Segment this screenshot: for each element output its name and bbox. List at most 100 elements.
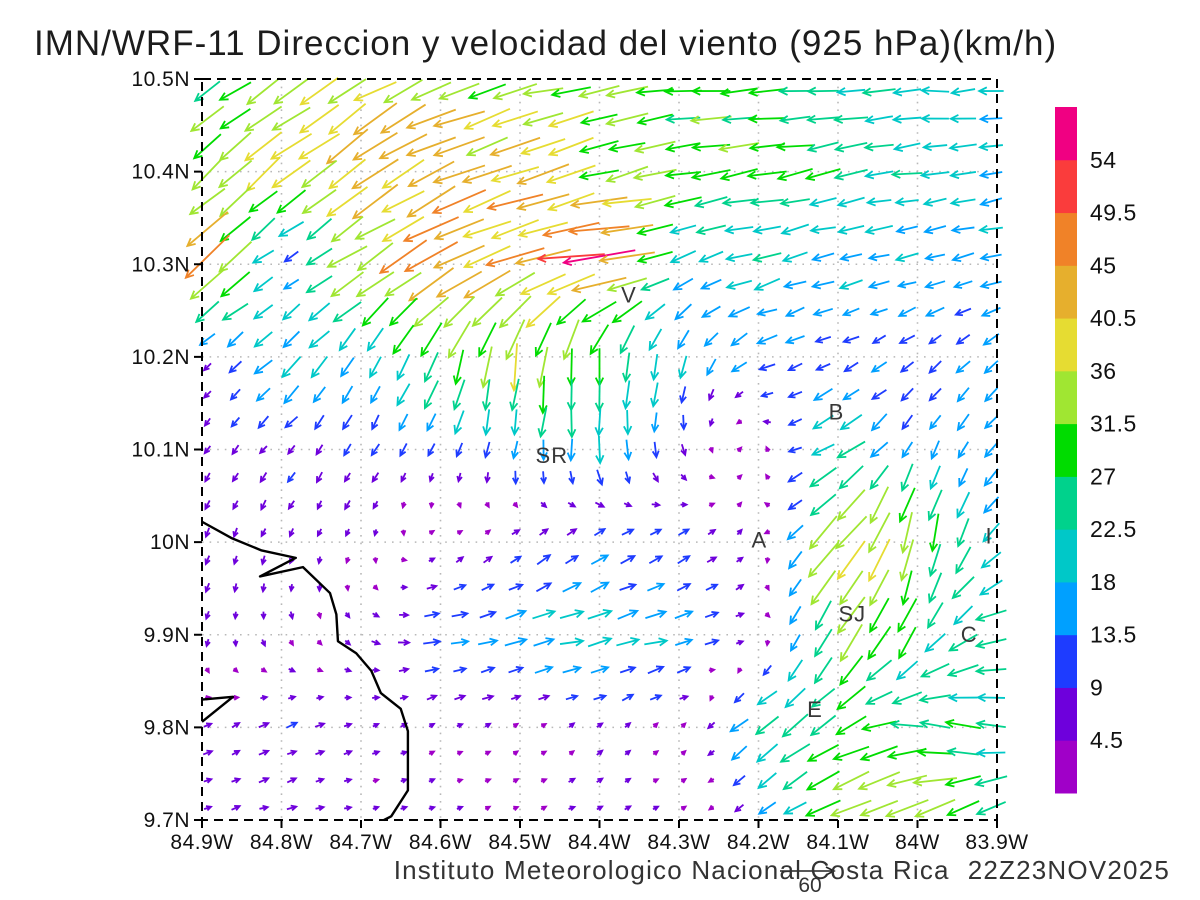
wind-arrow-head	[578, 145, 590, 154]
wind-arrow	[976, 609, 1007, 621]
wind-arrow	[220, 108, 251, 130]
wind-arrow-head	[781, 253, 792, 263]
wind-arrow-head	[730, 364, 740, 373]
wind-arrow	[788, 362, 803, 371]
wind-arrow-head	[955, 564, 964, 575]
wind-arrow	[837, 88, 866, 94]
wind-arrow-head	[545, 175, 557, 184]
wind-arrow-head	[306, 230, 317, 241]
wind-arrow-head	[462, 204, 474, 214]
wind-arrow	[899, 334, 916, 344]
wind-arrow-head	[867, 650, 877, 661]
wind-arrow-head	[297, 150, 309, 160]
colorbar-label: 4.5	[1090, 727, 1123, 753]
wind-arrow-head	[396, 370, 405, 382]
wind-arrow-head	[456, 475, 463, 484]
wind-arrow-head	[787, 446, 796, 454]
wind-arrow-head	[867, 280, 878, 290]
wind-arrow	[896, 252, 919, 261]
wind-arrow	[680, 386, 687, 403]
wind-arrow-head	[276, 204, 287, 214]
wind-arrow	[333, 301, 362, 323]
wind-arrow-head	[305, 256, 316, 266]
wind-arrow	[492, 110, 539, 127]
wind-arrow	[299, 104, 340, 134]
wind-arrow	[414, 296, 450, 327]
wind-arrow-head	[628, 582, 638, 591]
wind-arrow-head	[569, 199, 581, 209]
wind-arrow-head	[708, 420, 715, 428]
wind-arrow	[947, 800, 980, 816]
wind-arrow	[432, 189, 487, 214]
wind-arrow-head	[809, 225, 820, 235]
wind-arrow-head	[978, 586, 990, 596]
wind-arrow-head	[316, 612, 323, 620]
wind-arrow-head	[202, 392, 210, 400]
wind-arrow-head	[234, 777, 242, 784]
wind-arrow-head	[684, 637, 694, 646]
wind-arrow-head	[488, 610, 498, 618]
wind-arrow-head	[690, 86, 701, 96]
wind-arrow	[783, 251, 808, 262]
wind-arrow-head	[895, 670, 906, 681]
wind-arrow	[227, 331, 244, 348]
wind-arrow-head	[219, 288, 230, 298]
wind-arrow-head	[983, 420, 993, 430]
wind-arrow-head	[950, 224, 961, 234]
wind-arrow-head	[543, 582, 553, 590]
wind-arrow	[869, 465, 889, 490]
wind-arrow	[952, 576, 975, 599]
wind-arrow-head	[658, 637, 669, 647]
wind-arrow	[219, 131, 252, 161]
wind-arrow-head	[400, 502, 407, 510]
colorbar-label: 45	[1090, 252, 1117, 278]
wind-arrow	[355, 218, 396, 240]
wind-arrow-head	[485, 722, 492, 729]
wind-arrow-head	[868, 543, 877, 554]
wind-arrow-head	[890, 169, 901, 179]
wind-arrow	[976, 801, 1007, 815]
wind-arrow-head	[405, 120, 416, 130]
wind-arrow-head	[260, 613, 267, 621]
wind-arrow	[837, 596, 866, 634]
wind-arrow-head	[483, 450, 491, 460]
wind-arrow-head	[865, 197, 876, 207]
wind-arrow-head	[916, 747, 927, 757]
wind-arrow-head	[867, 252, 878, 262]
wind-arrow	[603, 197, 652, 205]
wind-arrow	[478, 322, 497, 357]
wind-arrow-head	[381, 179, 392, 189]
wind-arrow-head	[206, 777, 214, 784]
wind-arrow-head	[763, 529, 770, 535]
wind-arrow	[726, 279, 753, 289]
wind-arrow	[813, 414, 834, 430]
wind-arrow-head	[423, 372, 433, 384]
wind-arrow-head	[355, 288, 366, 298]
wind-arrow	[790, 634, 801, 651]
wind-arrow-head	[352, 126, 363, 136]
footer: Instituto Meteorologico Nacional Costa R…	[394, 855, 1170, 886]
wind-arrow	[958, 468, 969, 487]
wind-arrow-head	[707, 777, 714, 783]
station-label: V	[621, 283, 637, 308]
wind-arrow	[921, 662, 950, 678]
wind-arrow-head	[869, 480, 879, 491]
wind-arrow	[272, 159, 311, 188]
colorbar-band	[1055, 159, 1077, 214]
wind-arrow-head	[784, 698, 795, 709]
wind-arrow	[647, 583, 664, 592]
wind-arrow-head	[398, 422, 406, 432]
wind-arrow	[513, 409, 518, 435]
wind-arrow-head	[781, 728, 792, 738]
wind-arrow-head	[402, 611, 410, 619]
wind-arrow-head	[836, 225, 848, 235]
wind-arrow-head	[373, 667, 381, 673]
wind-arrow-head	[870, 421, 881, 432]
wind-arrow-head	[599, 227, 611, 237]
wind-arrow-head	[384, 287, 395, 297]
wind-arrow	[730, 718, 749, 732]
wind-arrow-head	[484, 529, 492, 536]
wind-arrow-head	[598, 528, 607, 535]
wind-arrow-head	[869, 514, 878, 525]
wind-arrow	[635, 140, 676, 152]
